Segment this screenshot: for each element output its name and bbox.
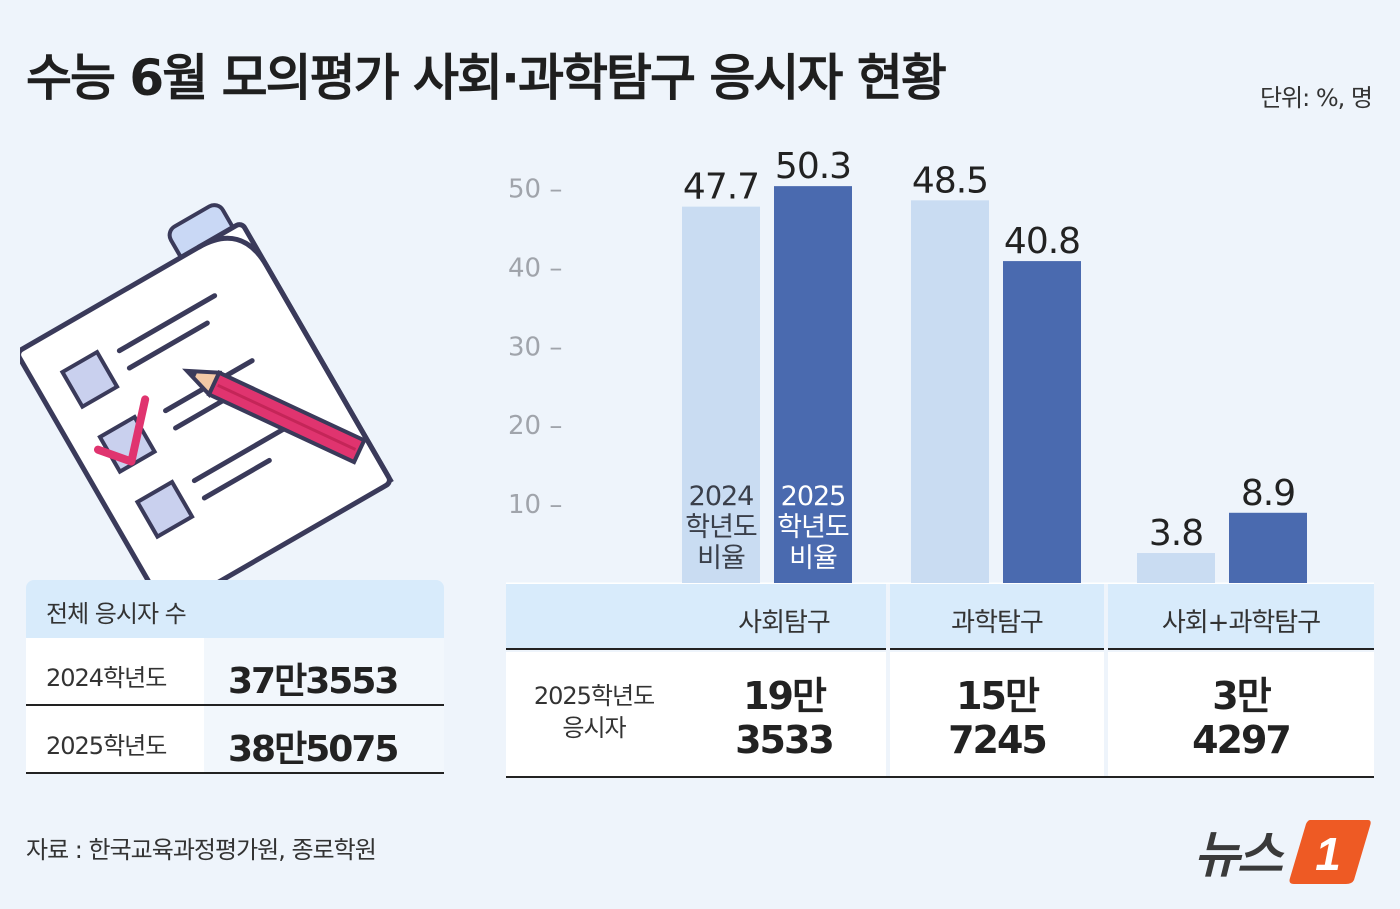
series-label: 2024	[689, 481, 754, 512]
series-label: 학년도	[685, 512, 757, 543]
column-divider	[1104, 652, 1108, 776]
bar-value-label: 47.7	[683, 167, 759, 208]
bar	[1137, 553, 1215, 583]
bar	[911, 200, 989, 583]
unit-label: 단위: %, 명	[1259, 84, 1373, 112]
bar	[682, 206, 760, 583]
y-tick-label: 50 –	[508, 175, 562, 205]
applicant-count: 3만 4297	[1108, 674, 1374, 762]
year-label: 2025학년도	[26, 706, 204, 772]
total-applicants-table: 전체 응시자 수 2024학년도 37만3553 2025학년도 38만5075	[26, 580, 444, 774]
column-divider	[1104, 584, 1108, 650]
page-title: 수능 6월 모의평가 사회·과학탐구 응시자 현황	[26, 49, 947, 107]
year-label: 2024학년도	[26, 638, 204, 704]
series-label: 비율	[789, 543, 837, 574]
category-header-row: 사회탐구 과학탐구 사회+과학탐구	[506, 584, 1374, 650]
y-tick-label: 40 –	[508, 253, 562, 283]
applicant-count: 15만 7245	[890, 674, 1104, 762]
source-note: 자료 : 한국교육과정평가원, 종로학원	[26, 836, 377, 864]
logo-text: 뉴스	[1194, 826, 1283, 884]
count-line: 3만	[1212, 674, 1271, 718]
bar-value-label: 8.9	[1241, 473, 1295, 514]
y-tick-label: 10 –	[508, 490, 562, 520]
series-label: 비율	[697, 543, 745, 574]
bar-value-label: 50.3	[775, 146, 851, 187]
bar	[1229, 512, 1307, 583]
category-label: 사회+과학탐구	[1161, 608, 1321, 638]
table-row: 2024학년도 37만3553	[26, 638, 444, 706]
applicant-row-label-line: 응시자	[562, 714, 626, 742]
series-label: 2025	[781, 481, 846, 512]
count-line: 4297	[1192, 718, 1292, 762]
exam-checklist-illustration	[16, 185, 440, 613]
table-row: 2025학년도 38만5075	[26, 706, 444, 774]
bar-value-label: 40.8	[1004, 221, 1080, 262]
bar-value-label: 3.8	[1149, 513, 1203, 554]
applicant-row-label: 2025학년도 응시자	[506, 680, 682, 744]
y-tick-label: 20 –	[508, 411, 562, 441]
bar-value-label: 48.5	[912, 160, 988, 201]
bar	[774, 186, 852, 583]
logo-mark-icon: 1	[1289, 820, 1371, 884]
applicant-count: 19만 3533	[682, 674, 886, 762]
count-line: 19만	[743, 674, 827, 718]
chart-svg: 10 –20 –30 –40 –50 –47.7 48.53.82024학년도비율…	[506, 146, 1374, 586]
y-tick-label: 30 –	[508, 332, 562, 362]
category-label: 사회탐구	[738, 608, 831, 638]
logo-mark-text: 1	[1315, 828, 1341, 880]
applicant-row-label-line: 2025학년도	[533, 682, 655, 710]
news1-logo: 뉴스 1	[1194, 815, 1372, 887]
series-label: 학년도	[777, 512, 849, 543]
ratio-bar-chart: 10 –20 –30 –40 –50 –47.7 48.5 3.8 2024 학년도 비율…	[500, 130, 1380, 590]
count-line: 7245	[948, 718, 1048, 762]
applicant-count-row: 2025학년도 응시자 19만 3533 15만 7245 3만 4297	[506, 652, 1374, 778]
applicant-count: 37만3553	[204, 638, 444, 704]
bar	[1003, 261, 1081, 583]
category-label: 과학탐구	[951, 608, 1044, 638]
count-line: 3533	[735, 718, 835, 762]
count-line: 15만	[956, 674, 1040, 718]
column-divider	[886, 652, 890, 776]
column-divider	[886, 584, 890, 650]
applicant-count: 38만5075	[204, 706, 444, 772]
total-applicants-header: 전체 응시자 수	[26, 580, 444, 638]
